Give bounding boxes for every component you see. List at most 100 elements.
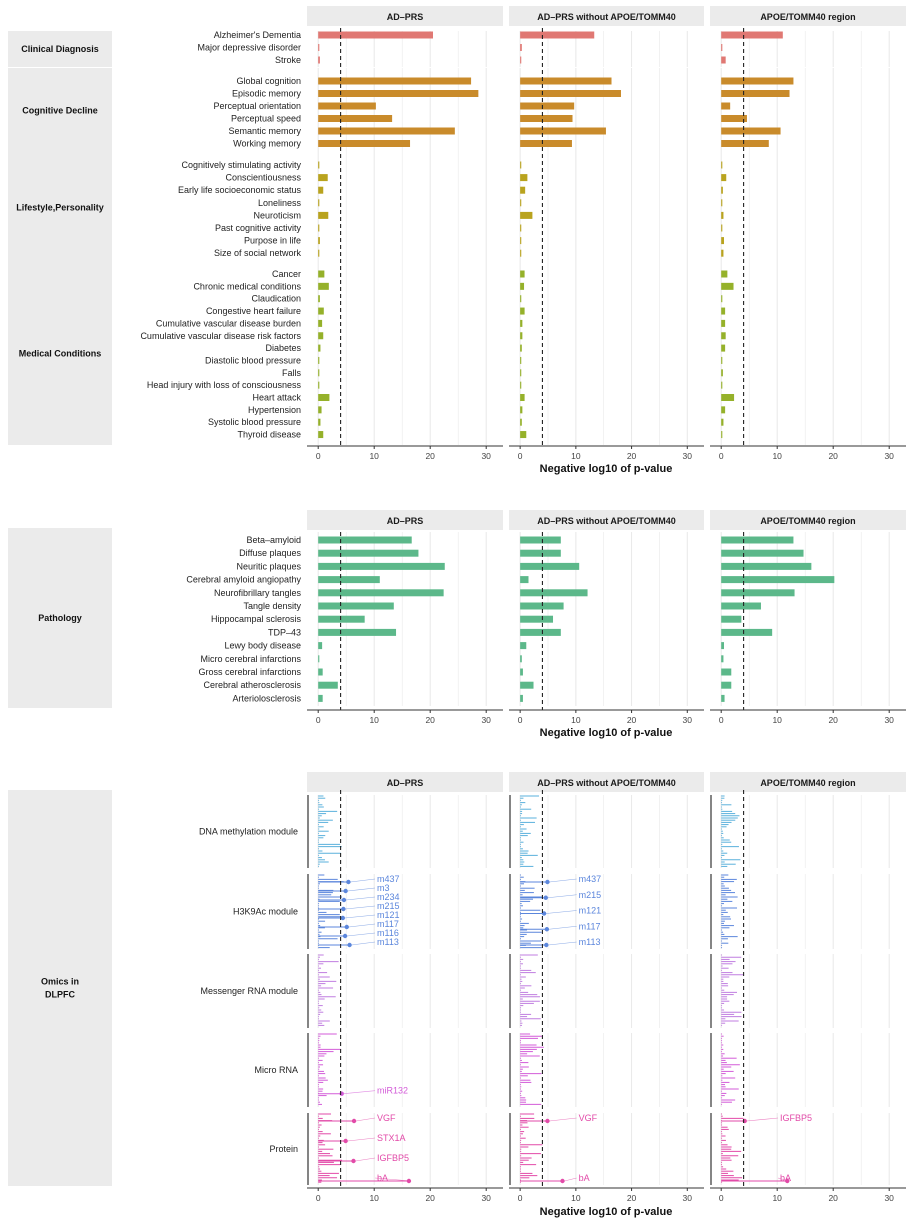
bar bbox=[520, 332, 523, 340]
bar bbox=[318, 44, 320, 51]
panel-strip bbox=[307, 510, 503, 530]
highlight-point bbox=[343, 888, 348, 894]
x-tick-label: 0 bbox=[316, 1193, 321, 1203]
highlight-point bbox=[544, 927, 550, 932]
label-leader bbox=[777, 1177, 790, 1182]
highlight-point bbox=[351, 1158, 356, 1164]
label-leader bbox=[347, 887, 376, 892]
row-label: Systolic blood pressure bbox=[208, 417, 301, 427]
bar bbox=[721, 186, 723, 194]
bar bbox=[318, 369, 320, 377]
bar bbox=[721, 628, 773, 636]
bar bbox=[721, 249, 724, 257]
x-tick-label: 0 bbox=[518, 451, 523, 461]
row-label: TDP–43 bbox=[268, 627, 301, 637]
category-box bbox=[8, 31, 112, 67]
point-label: m121 bbox=[377, 910, 400, 920]
bar bbox=[520, 140, 572, 147]
row-label: Cancer bbox=[272, 269, 301, 279]
panel-strip-label: APOE/TOMM40 region bbox=[760, 516, 855, 526]
bar bbox=[721, 356, 723, 364]
label-leader bbox=[343, 1090, 376, 1094]
x-tick-label: 10 bbox=[369, 1193, 379, 1203]
row-label: Head injury with loss of consciousness bbox=[147, 380, 302, 390]
bar bbox=[520, 394, 525, 401]
row-label: Heart attack bbox=[252, 393, 301, 403]
bar bbox=[721, 77, 794, 85]
bar bbox=[520, 31, 595, 39]
x-tick-label: 30 bbox=[481, 451, 491, 461]
x-tick-label: 20 bbox=[627, 451, 637, 461]
highlight-point bbox=[545, 1118, 550, 1124]
bar bbox=[721, 589, 795, 597]
bar bbox=[721, 536, 794, 544]
bar bbox=[520, 655, 522, 663]
bar bbox=[520, 90, 621, 97]
panel-strip-label: APOE/TOMM40 region bbox=[760, 12, 855, 22]
category-label: Medical Conditions bbox=[19, 349, 102, 359]
row-label: Arteriolosclerosis bbox=[232, 693, 301, 703]
bar bbox=[721, 282, 734, 290]
bar bbox=[520, 237, 522, 245]
panel-strip bbox=[710, 772, 906, 792]
row-label: Size of social network bbox=[214, 248, 302, 258]
category-box bbox=[8, 528, 112, 708]
panel-strip-label: AD–PRS bbox=[387, 778, 424, 788]
bar bbox=[721, 127, 781, 135]
row-label: Claudication bbox=[251, 294, 301, 304]
bar bbox=[318, 694, 323, 702]
highlight-point bbox=[560, 1178, 565, 1184]
bar bbox=[520, 668, 523, 676]
bar bbox=[721, 319, 726, 327]
bar bbox=[318, 249, 320, 257]
panel-strip bbox=[307, 6, 503, 26]
row-label: Purpose in life bbox=[244, 236, 301, 246]
label-leader bbox=[548, 925, 577, 930]
x-tick-label: 30 bbox=[481, 715, 491, 725]
bar bbox=[318, 642, 323, 650]
module-label: Messenger RNA module bbox=[200, 986, 298, 996]
bar bbox=[520, 549, 561, 557]
module-label: H3K9Ac module bbox=[233, 907, 298, 917]
row-label: Neuritic plaques bbox=[236, 561, 301, 571]
bar bbox=[520, 211, 533, 219]
row-label: Episodic memory bbox=[232, 89, 302, 99]
bar bbox=[318, 282, 329, 290]
row-label: Gross cerebral infarctions bbox=[198, 667, 301, 677]
bar bbox=[721, 576, 835, 584]
bar bbox=[318, 536, 412, 544]
bar bbox=[318, 77, 472, 85]
bar bbox=[520, 602, 564, 610]
module-label: Micro RNA bbox=[254, 1065, 298, 1075]
x-tick-label: 10 bbox=[571, 715, 581, 725]
bar bbox=[318, 186, 324, 194]
point-label: bA bbox=[579, 1173, 590, 1183]
panel-strip bbox=[307, 772, 503, 792]
bar bbox=[721, 102, 731, 110]
bar bbox=[721, 161, 723, 169]
x-tick-label: 10 bbox=[369, 715, 379, 725]
bar bbox=[318, 549, 419, 557]
x-tick-label: 0 bbox=[518, 715, 523, 725]
bar bbox=[520, 77, 612, 85]
category-box bbox=[8, 153, 112, 262]
bar bbox=[520, 615, 554, 623]
highlight-point bbox=[341, 897, 347, 903]
row-label: Cerebral atherosclerosis bbox=[203, 680, 301, 690]
x-tick-label: 20 bbox=[425, 715, 435, 725]
bar bbox=[520, 562, 580, 570]
bar bbox=[318, 381, 320, 389]
bar bbox=[318, 319, 323, 327]
bar bbox=[721, 668, 732, 676]
highlight-point bbox=[543, 895, 548, 900]
row-label: Early life socioeconomic status bbox=[178, 185, 302, 195]
bar bbox=[721, 431, 723, 439]
label-leader bbox=[355, 1117, 376, 1122]
row-label: Micro cerebral infarctions bbox=[200, 654, 301, 664]
bar bbox=[721, 237, 724, 245]
module-label: DNA methylation module bbox=[199, 827, 298, 837]
bar bbox=[721, 602, 761, 610]
bar bbox=[721, 381, 723, 389]
row-label: Cognitively stimulating activity bbox=[181, 160, 301, 170]
bar bbox=[318, 174, 328, 182]
